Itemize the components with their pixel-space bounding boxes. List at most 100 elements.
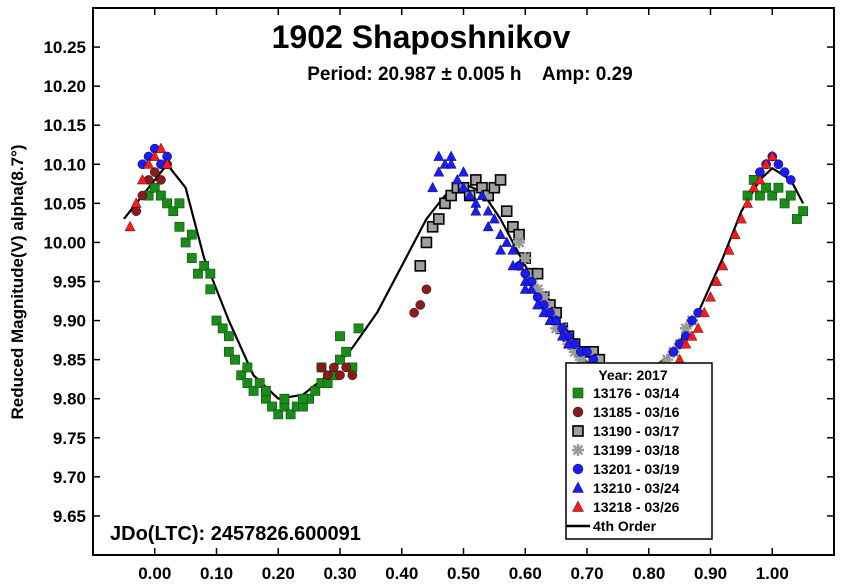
data-point xyxy=(532,298,543,310)
data-point xyxy=(298,393,308,404)
data-point xyxy=(773,182,784,193)
y-tick-label: 10.05 xyxy=(43,194,86,213)
legend-title: Year: 2017 xyxy=(598,367,667,383)
data-point xyxy=(779,198,790,209)
data-point xyxy=(174,221,185,232)
data-point xyxy=(230,354,240,365)
y-tick-label: 9.65 xyxy=(53,507,86,526)
y-tick-label: 9.90 xyxy=(53,312,86,331)
data-point xyxy=(711,275,723,286)
data-point xyxy=(199,260,210,271)
data-point xyxy=(335,354,345,365)
legend-entry-label: 13185 - 03/16 xyxy=(593,404,680,420)
data-point xyxy=(661,353,674,366)
data-point xyxy=(193,268,203,279)
data-point xyxy=(507,221,519,233)
data-point xyxy=(679,322,692,335)
data-point xyxy=(335,331,345,342)
data-point xyxy=(500,205,513,217)
legend-marker xyxy=(572,425,584,437)
data-point xyxy=(186,229,197,240)
x-tick-label: 0.30 xyxy=(323,564,356,583)
data-point xyxy=(723,244,735,255)
data-point xyxy=(680,338,692,349)
x-tick-label: 0.60 xyxy=(509,564,542,583)
data-point xyxy=(236,370,247,381)
legend-marker xyxy=(572,444,584,456)
legend-box xyxy=(565,362,713,540)
legend-entry-label: 13201 - 03/19 xyxy=(593,461,680,477)
data-point xyxy=(451,173,463,185)
data-point xyxy=(156,190,166,201)
data-point xyxy=(582,347,592,357)
data-point xyxy=(168,206,179,217)
data-point xyxy=(482,205,494,216)
data-point xyxy=(495,244,506,255)
data-point xyxy=(267,401,277,412)
data-point xyxy=(242,362,253,373)
data-point xyxy=(470,174,482,186)
data-point xyxy=(550,314,562,325)
y-tick-label: 10.15 xyxy=(43,116,86,135)
data-point xyxy=(717,259,729,271)
data-point xyxy=(211,315,222,326)
y-axis-label: Reduced Magnitude(V) alpha(8.7°) xyxy=(8,144,27,419)
data-point xyxy=(414,260,427,272)
data-point xyxy=(698,306,710,318)
legend-entry-label: 13199 - 03/18 xyxy=(593,442,680,458)
data-point xyxy=(766,150,778,161)
data-point xyxy=(130,197,142,208)
legend-entry-label: 13210 - 03/24 xyxy=(593,480,680,496)
data-point xyxy=(205,268,216,279)
data-point xyxy=(248,385,259,396)
epoch-footer: JDo(LTC): 2457826.600091 xyxy=(110,523,361,545)
data-point xyxy=(488,213,500,224)
data-point xyxy=(156,175,166,185)
y-tick-label: 9.70 xyxy=(53,468,86,487)
data-point xyxy=(421,284,432,295)
data-point xyxy=(563,338,574,349)
data-point xyxy=(458,166,469,177)
y-tick-label: 9.85 xyxy=(53,351,86,370)
data-point xyxy=(137,190,148,201)
data-point xyxy=(798,206,809,217)
chart-subtitle: Period: 20.987 ± 0.005 h Amp: 0.29 xyxy=(307,64,632,85)
data-point xyxy=(507,259,519,271)
data-point xyxy=(445,158,457,169)
data-point xyxy=(353,323,364,334)
data-point xyxy=(427,181,439,193)
data-point xyxy=(754,190,765,201)
data-point xyxy=(316,362,327,373)
data-point xyxy=(513,236,526,249)
data-point xyxy=(310,385,321,396)
x-tick-label: 1.00 xyxy=(756,564,789,583)
data-point xyxy=(531,267,544,280)
data-point xyxy=(143,158,154,169)
x-tick-label: 0.10 xyxy=(200,564,233,583)
data-point xyxy=(735,213,747,224)
data-point xyxy=(205,284,216,295)
data-point xyxy=(531,283,544,296)
data-point xyxy=(507,244,519,255)
data-point xyxy=(174,198,185,209)
data-point xyxy=(760,158,772,169)
y-tick-label: 10.25 xyxy=(43,38,86,57)
fit-curve-line xyxy=(123,163,805,400)
x-tick-label: 0.90 xyxy=(694,564,727,583)
data-point xyxy=(186,253,197,263)
y-tick-label: 9.75 xyxy=(53,429,86,448)
y-tick-label: 9.80 xyxy=(53,390,86,409)
data-point xyxy=(124,220,136,232)
x-tick-label: 0.20 xyxy=(262,564,295,583)
data-point xyxy=(470,205,482,216)
x-tick-label: 0.70 xyxy=(570,564,603,583)
data-point xyxy=(180,237,191,248)
data-point xyxy=(426,221,439,233)
data-point xyxy=(137,173,148,185)
data-point xyxy=(347,370,358,381)
data-point xyxy=(488,181,501,194)
data-point xyxy=(433,150,445,161)
data-point xyxy=(149,150,161,161)
data-point xyxy=(501,236,513,247)
